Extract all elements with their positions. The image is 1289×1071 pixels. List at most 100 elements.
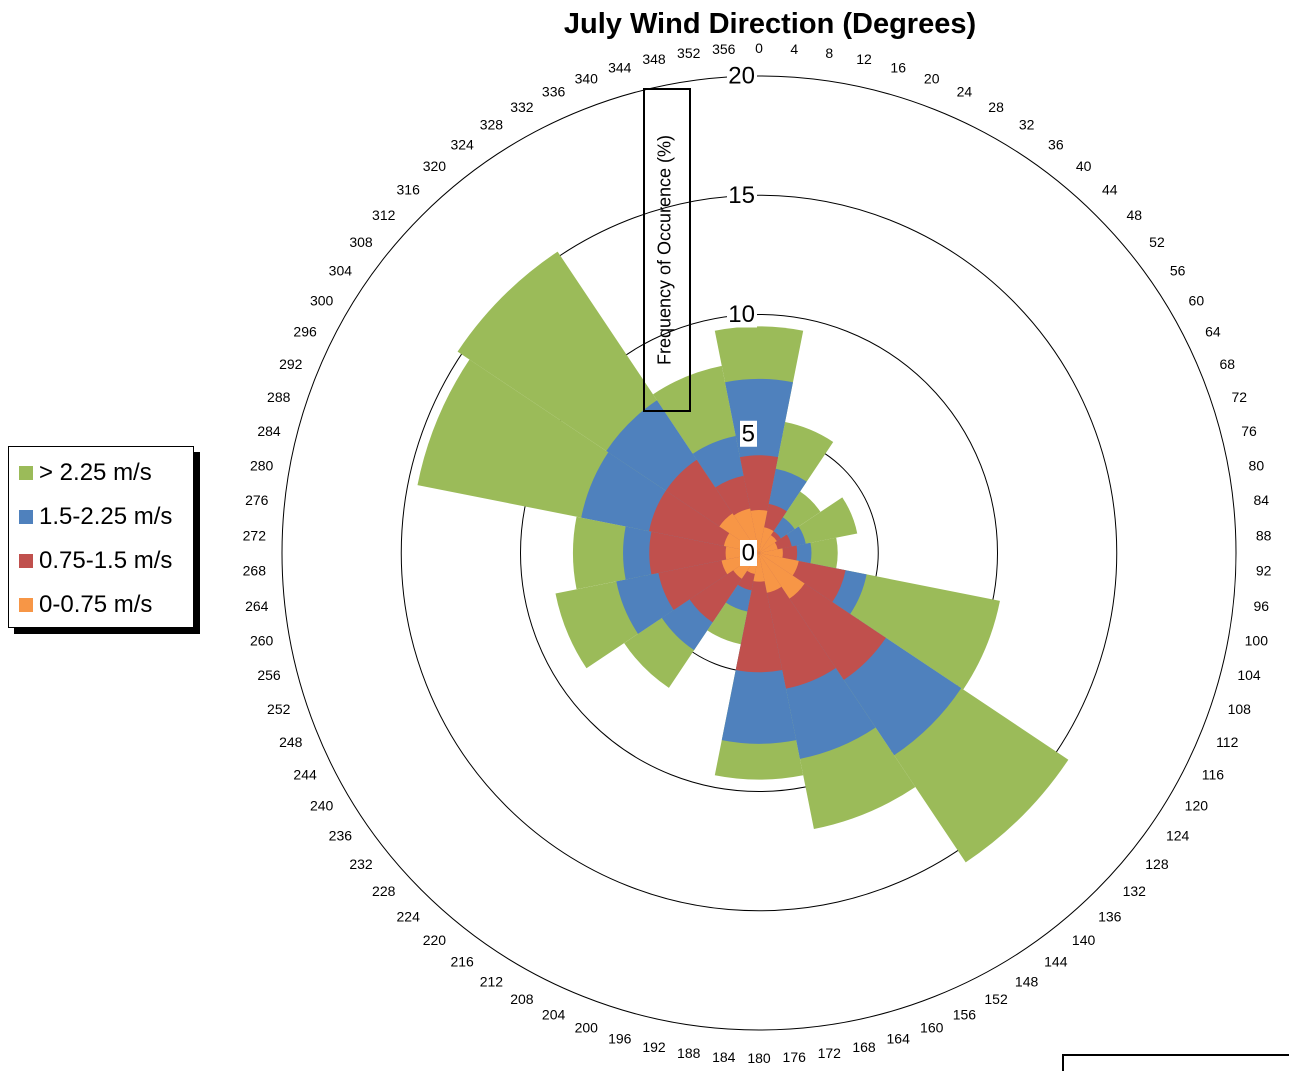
legend-swatch [19,510,33,524]
angle-tick-label: 220 [423,932,447,948]
angle-tick-label: 60 [1189,293,1205,309]
angle-tick-label: 284 [257,423,281,439]
angle-tick-label: 348 [642,51,666,67]
angle-tick-label: 64 [1205,324,1221,340]
radial-tick-label: 5 [742,420,755,447]
angle-tick-label: 232 [349,856,373,872]
angle-tick-label: 324 [450,136,474,152]
angle-tick-label: 268 [243,563,267,579]
angle-tick-label: 344 [608,60,632,76]
angle-tick-label: 340 [575,70,599,86]
angle-tick-label: 44 [1102,182,1118,198]
angle-tick-label: 84 [1253,492,1269,508]
angle-tick-label: 136 [1098,908,1122,924]
radial-tick-label: 0 [742,540,755,567]
angle-tick-label: 332 [510,99,534,115]
angle-tick-label: 264 [245,598,269,614]
legend-item: > 2.25 m/s [19,459,152,487]
angle-tick-label: 144 [1044,954,1068,970]
sector-3-157.5 [759,553,782,593]
angle-tick-label: 52 [1149,234,1165,250]
radial-tick-bg [727,182,757,209]
radial-tick-bg [740,420,757,447]
angle-tick-labels: 0 4 8 1216202428323640444852566064687276808… [243,40,1272,1066]
rose-sectors [417,251,1069,863]
gridline-circle-10 [520,314,998,792]
angle-tick-label: 104 [1237,667,1261,683]
angle-tick-label: 196 [608,1030,632,1046]
angle-tick-label: 188 [677,1045,701,1061]
sector-3-90 [759,548,783,558]
radial-tick-label: 15 [728,182,755,209]
sector-2-270 [649,531,759,575]
angle-tick-label: 88 [1256,527,1272,543]
radial-tick-label: 10 [728,301,755,328]
angle-tick-label: 320 [423,158,447,174]
legend-label: 0-0.75 m/s [39,591,153,618]
angle-tick-label: 152 [984,991,1008,1007]
angle-tick-label: 208 [510,991,534,1007]
angle-tick-label: 228 [372,883,396,899]
angle-tick-label: 80 [1249,457,1265,473]
angle-tick-label: 296 [293,324,317,340]
legend-label: 0.75-1.5 m/s [39,547,173,574]
angle-tick-label: 0 [755,40,763,56]
sector-2-180 [735,553,783,673]
y-axis-label: Frequency of Occurence (%) [654,134,675,366]
sector-3-112.5 [759,553,799,576]
legend-swatch [19,554,33,568]
angle-tick-label: 20 [924,70,940,86]
angle-tick-label: 108 [1228,701,1252,717]
legend-item: 0-0.75 m/s [19,591,152,619]
angle-tick-label: 236 [329,827,353,843]
gridline-circle-15 [400,194,1118,912]
angle-tick-label: 292 [279,356,303,372]
angle-tick-label: 12 [856,51,872,67]
angle-tick-label: 240 [310,798,334,814]
legend-item: 1.5-2.25 m/s [19,503,172,531]
legend-item: 0.75-1.5 m/s [19,547,172,575]
angle-tick-label: 356 [712,41,736,57]
angle-tick-label: 328 [480,117,504,133]
angle-tick-label: 8 [825,45,833,61]
angle-tick-label: 124 [1166,827,1190,843]
angle-tick-label: 352 [677,45,701,61]
legend-label: 1.5-2.25 m/s [39,503,173,530]
angle-tick-label: 132 [1123,883,1147,899]
sector-3-135 [759,553,805,599]
angle-tick-label: 200 [575,1020,599,1036]
sector-3-180 [753,553,765,582]
angle-tick-label: 216 [450,954,474,970]
angle-tick-label: 180 [747,1050,771,1066]
gridline-circle-20 [281,75,1237,1031]
angle-tick-label: 248 [279,734,303,750]
angle-tick-label: 204 [542,1006,566,1022]
legend: > 2.25 m/s 1.5-2.25 m/s 0.75-1.5 m/s 0-0.75… [8,446,194,628]
angle-tick-label: 140 [1072,932,1096,948]
angle-tick-label: 92 [1256,563,1272,579]
legend-label: > 2.25 m/s [39,459,152,486]
radial-tick-labels: 0 5 10 15 20 [727,63,757,567]
angle-tick-label: 272 [243,527,267,543]
legend-swatch [19,466,33,480]
angle-tick-label: 32 [1019,117,1035,133]
angle-tick-label: 16 [890,60,906,76]
angle-tick-label: 56 [1170,263,1186,279]
sector-3-67.5 [759,542,778,553]
angle-tick-label: 288 [267,389,291,405]
angle-tick-label: 224 [397,908,421,924]
angle-tick-label: 312 [372,207,396,223]
angle-tick-label: 244 [293,766,317,782]
sector-3-22.5 [759,527,774,553]
chart-title: July Wind Direction (Degrees) [563,8,977,40]
angle-tick-label: 28 [988,99,1004,115]
sector-2-0 [739,455,779,553]
legend-swatch [19,598,33,612]
angle-tick-label: 4 [790,41,798,57]
angle-tick-label: 184 [712,1049,736,1065]
angle-tick-label: 96 [1253,598,1269,614]
angle-tick-label: 252 [267,701,291,717]
angle-tick-label: 24 [957,84,973,100]
angle-tick-label: 280 [250,457,274,473]
